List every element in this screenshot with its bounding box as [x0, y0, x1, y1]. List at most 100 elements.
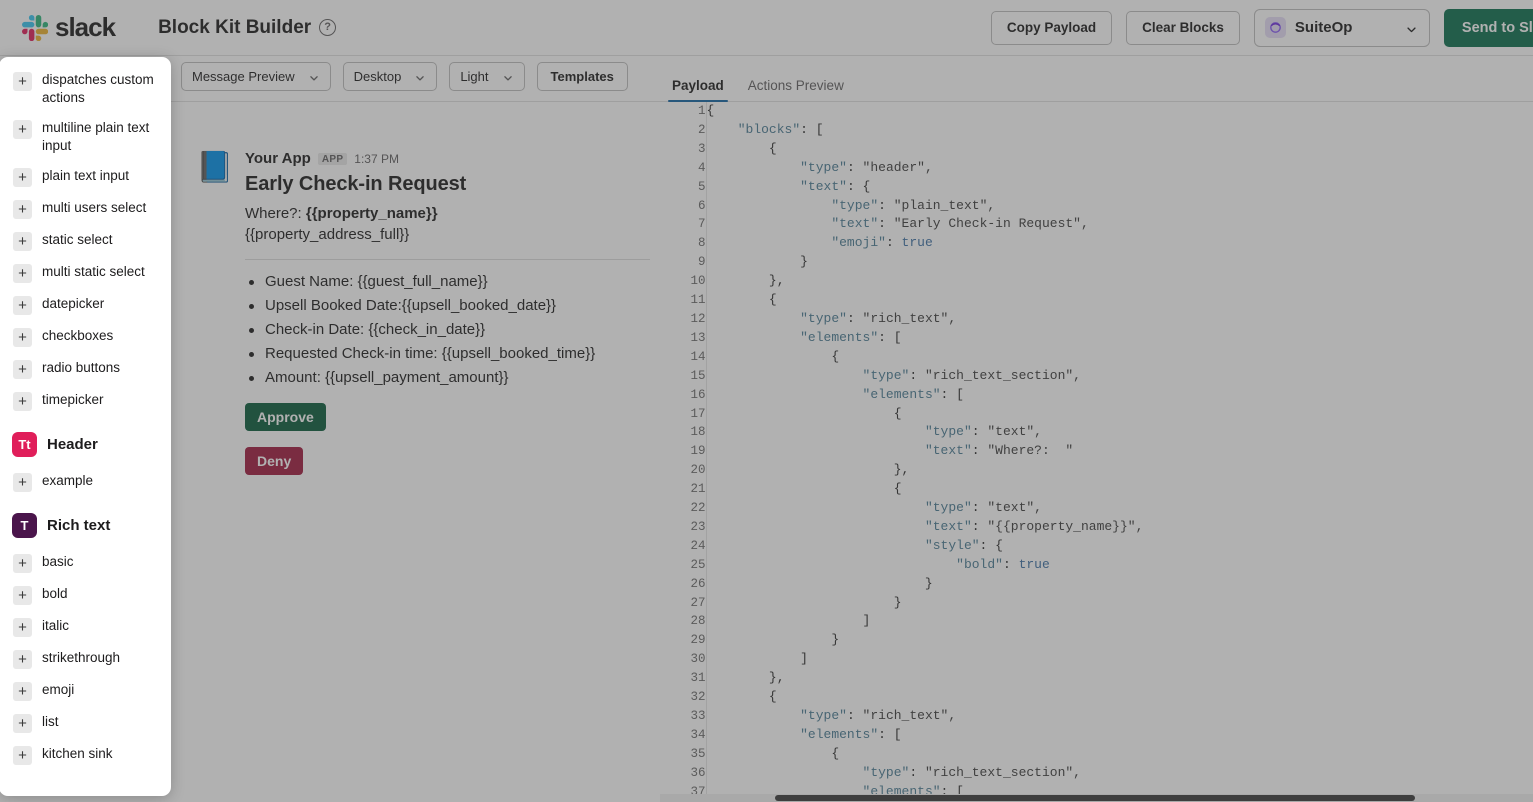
plus-icon[interactable]: + [13, 745, 32, 765]
plus-icon[interactable]: + [13, 617, 32, 637]
help-icon[interactable]: ? [319, 19, 337, 36]
deny-button[interactable]: Deny [245, 447, 304, 476]
sidebar-item-bold[interactable]: + bold [0, 579, 167, 611]
code-line-content[interactable]: "type": "rich_text", [706, 310, 1533, 329]
code-line-content[interactable]: "text": { [706, 178, 1533, 197]
code-line-content[interactable]: { [706, 102, 1533, 121]
sidebar-item-kitchen-sink[interactable]: + kitchen sink [0, 739, 167, 771]
templates-button[interactable]: Templates [536, 62, 628, 91]
plus-icon[interactable]: + [13, 327, 32, 347]
code-line-content[interactable]: "text": "Early Check-in Request", [706, 215, 1533, 234]
code-line-content[interactable]: "bold": true [706, 556, 1533, 575]
sidebar-item-multiline-plain-text-input[interactable]: + multiline plain text input [0, 113, 167, 161]
code-token-str: "header", [862, 159, 933, 175]
code-line-content[interactable]: { [706, 745, 1533, 764]
code-line-content[interactable]: }, [706, 669, 1533, 688]
plus-icon[interactable]: + [13, 167, 32, 187]
send-to-slack-button[interactable]: Send to Slack [1443, 8, 1533, 47]
code-line-content[interactable]: { [706, 348, 1533, 367]
clear-blocks-button[interactable]: Clear Blocks [1126, 10, 1240, 45]
sidebar-item-multi-users-select[interactable]: + multi users select [0, 193, 167, 225]
plus-icon[interactable]: + [13, 585, 32, 605]
plus-icon[interactable]: + [13, 231, 32, 251]
code-line-content[interactable]: { [706, 480, 1533, 499]
copy-payload-button[interactable]: Copy Payload [990, 10, 1113, 45]
code-line-content[interactable]: ] [706, 650, 1533, 669]
sidebar-item-strikethrough[interactable]: + strikethrough [0, 643, 167, 675]
sidebar-item-timepicker[interactable]: + timepicker [0, 385, 167, 417]
code-line-content[interactable]: "type": "plain_text", [706, 197, 1533, 216]
code-line-content[interactable]: "text": "{{property_name}}", [706, 518, 1533, 537]
code-line-content[interactable]: "type": "rich_text_section", [706, 367, 1533, 386]
sidebar-item-list[interactable]: + list [0, 707, 167, 739]
code-line-content[interactable]: }, [706, 272, 1533, 291]
plus-icon[interactable]: + [13, 199, 32, 219]
code-line-content[interactable]: "type": "text", [706, 423, 1533, 442]
approve-button[interactable]: Approve [245, 403, 326, 432]
code-line-content[interactable]: "style": { [706, 537, 1533, 556]
code-token-punc: }, [706, 670, 785, 686]
horizontal-scrollbar[interactable] [660, 794, 1533, 802]
horizontal-scrollbar-thumb[interactable] [775, 795, 1415, 801]
code-line-content[interactable]: { [706, 405, 1533, 424]
sidebar-item-basic[interactable]: + basic [0, 547, 167, 579]
blue-notebook-emoji-icon: 📘 [196, 151, 234, 184]
sidebar-item-datepicker[interactable]: + datepicker [0, 289, 167, 321]
code-editor[interactable]: 1{2 "blocks": [3 {4 "type": "header", 5 "… [660, 102, 1533, 794]
code-line: 8 "emoji": true [660, 234, 1533, 254]
code-line-content[interactable]: } [706, 631, 1533, 650]
code-line-content[interactable]: "elements": [ [706, 329, 1533, 348]
code-line-content[interactable]: { [706, 291, 1533, 310]
code-line-content[interactable]: ] [706, 612, 1533, 631]
line-number: 21 [660, 480, 707, 500]
sidebar-scrollbar[interactable] [167, 57, 171, 796]
code-line-content[interactable]: } [706, 253, 1533, 272]
theme-select[interactable]: Light [449, 62, 525, 91]
device-select[interactable]: Desktop [342, 62, 438, 91]
sidebar-scroll-area[interactable]: + dispatches custom actions + multiline pla… [0, 57, 167, 796]
code-line-content[interactable]: "text": "Where?: " [706, 442, 1533, 461]
plus-icon[interactable]: + [13, 472, 32, 492]
code-line-content[interactable]: } [706, 575, 1533, 594]
plus-icon[interactable]: + [13, 72, 32, 91]
sidebar-item-italic[interactable]: + italic [0, 611, 167, 643]
tab-payload[interactable]: Payload [660, 78, 736, 102]
slack-logo[interactable]: slack [22, 12, 116, 43]
code-line-content[interactable]: "type": "rich_text", [706, 707, 1533, 726]
sidebar-item-emoji[interactable]: + emoji [0, 675, 167, 707]
code-line-content[interactable]: "elements": [ [706, 386, 1533, 405]
workspace-selector[interactable]: SuiteOp [1253, 8, 1430, 47]
plus-icon[interactable]: + [13, 681, 32, 701]
code-line-content[interactable]: { [706, 688, 1533, 707]
code-line-content[interactable]: "elements": [ [706, 726, 1533, 745]
plus-icon[interactable]: + [13, 119, 32, 139]
code-token-punc: : [909, 764, 925, 780]
sidebar-item-radio-buttons[interactable]: + radio buttons [0, 353, 167, 385]
plus-icon[interactable]: + [13, 391, 32, 411]
sidebar-item-example[interactable]: + example [0, 466, 167, 498]
mode-select[interactable]: Message Preview [181, 62, 331, 91]
tab-actions-preview[interactable]: Actions Preview [747, 78, 844, 93]
sidebar-item-checkboxes[interactable]: + checkboxes [0, 321, 167, 353]
code-token-key: "type" [800, 159, 847, 175]
code-line-content[interactable]: }, [706, 461, 1533, 480]
plus-icon[interactable]: + [13, 649, 32, 669]
code-line-content[interactable]: "blocks": [ [706, 121, 1533, 140]
sidebar-item-multi-static-select[interactable]: + multi static select [0, 257, 167, 289]
plus-icon[interactable]: + [13, 713, 32, 733]
code-line-content[interactable]: "type": "text", [706, 499, 1533, 518]
sidebar-item-plain-text-input[interactable]: + plain text input [0, 161, 167, 193]
code-line-content[interactable]: "emoji": true [706, 234, 1533, 253]
code-scroll-area[interactable]: 1{2 "blocks": [3 {4 "type": "header", 5 "… [660, 102, 1533, 794]
code-line-content[interactable]: "type": "header", [706, 159, 1533, 178]
code-line-content[interactable]: { [706, 140, 1533, 159]
code-line-content[interactable]: "elements": [ [706, 783, 1533, 794]
plus-icon[interactable]: + [13, 359, 32, 379]
plus-icon[interactable]: + [13, 295, 32, 315]
sidebar-item-static-select[interactable]: + static select [0, 225, 167, 257]
code-line-content[interactable]: } [706, 594, 1533, 613]
sidebar-item-dispatches-custom-actions[interactable]: + dispatches custom actions [0, 65, 167, 113]
plus-icon[interactable]: + [13, 553, 32, 573]
code-line-content[interactable]: "type": "rich_text_section", [706, 764, 1533, 783]
plus-icon[interactable]: + [13, 263, 32, 283]
